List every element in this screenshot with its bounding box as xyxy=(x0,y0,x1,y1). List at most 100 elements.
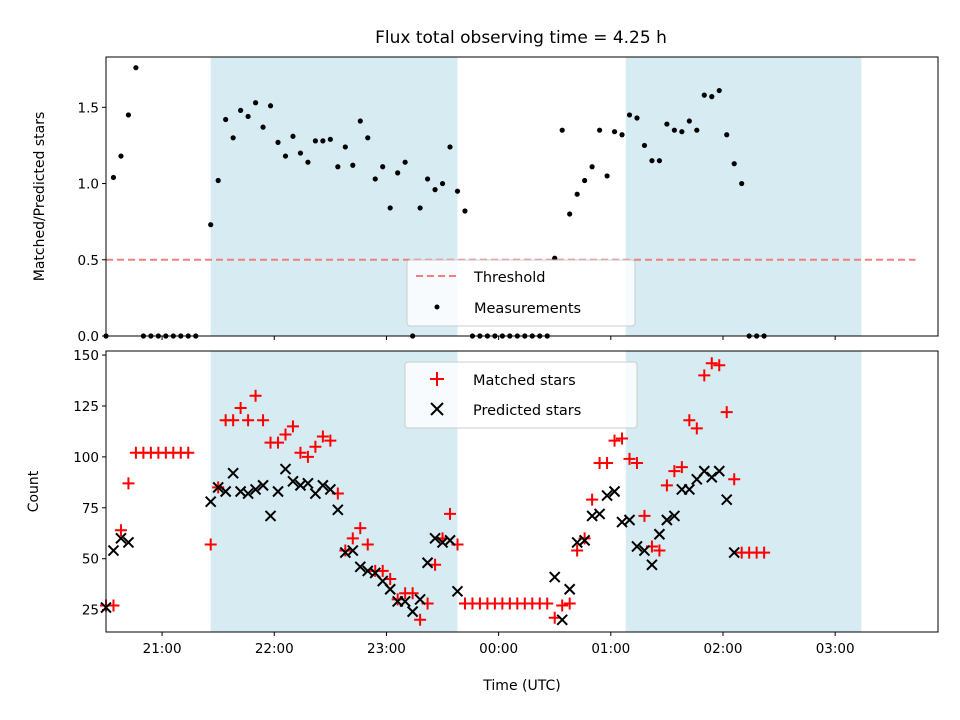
measurement-point xyxy=(320,138,326,144)
y-tick-label: 1.0 xyxy=(78,177,99,193)
predicted-point xyxy=(384,583,396,595)
y-tick-label: 125 xyxy=(73,399,99,415)
matched-point xyxy=(683,414,696,427)
matched-point xyxy=(361,538,374,551)
x-tick-label: 01:00 xyxy=(591,641,630,657)
top-plot-frame xyxy=(105,56,939,337)
measurement-point xyxy=(649,158,655,164)
threshold-legend-label: Threshold xyxy=(473,270,545,286)
measurement-point xyxy=(634,115,640,121)
matched-point xyxy=(324,434,337,447)
measurement-point xyxy=(267,103,274,109)
x-tick-label: 21:00 xyxy=(143,641,182,657)
measurement-point xyxy=(589,164,595,170)
matched-point xyxy=(294,446,307,459)
y-tick-label: 75 xyxy=(82,501,99,517)
x-tick-label: 23:00 xyxy=(367,641,406,657)
measurement-point xyxy=(238,107,244,113)
measurement-point xyxy=(357,118,363,124)
matched-point xyxy=(705,357,718,370)
matched-point xyxy=(698,369,711,382)
predicted-point xyxy=(399,595,411,608)
predicted-point xyxy=(631,540,643,553)
matched-point xyxy=(660,479,673,492)
measurement-point xyxy=(701,92,707,98)
predicted-legend-swatch xyxy=(430,402,444,416)
matched-point xyxy=(548,611,561,624)
shaded-range xyxy=(625,351,862,632)
predicted-point xyxy=(683,483,696,496)
measurement-point xyxy=(305,159,311,165)
matched-point xyxy=(690,422,703,435)
matched-point xyxy=(728,473,741,486)
predicted-point xyxy=(563,583,576,595)
bottom-legend-box xyxy=(404,361,638,429)
predicted-legend-label: Predicted stars xyxy=(473,403,581,419)
matched-point xyxy=(414,613,427,626)
measurement-point xyxy=(739,180,745,187)
measurement-point xyxy=(462,208,468,214)
measurement-point xyxy=(260,124,266,130)
predicted-point xyxy=(414,593,426,606)
bottom-shaded-ranges xyxy=(210,351,862,632)
y-tick-label: 100 xyxy=(73,450,99,466)
measurement-point xyxy=(694,127,700,133)
measurement-point xyxy=(686,118,692,124)
matched-point xyxy=(122,477,135,490)
predicted-point xyxy=(601,489,613,502)
measurement-point xyxy=(611,129,618,135)
measurement-point xyxy=(619,132,625,138)
measurement-point xyxy=(424,176,431,182)
predicted-point xyxy=(451,585,464,597)
predicted-point xyxy=(549,571,561,583)
predicted-point xyxy=(219,485,232,498)
predicted-point xyxy=(287,475,299,488)
matched-point xyxy=(586,493,599,506)
measurement-point xyxy=(417,205,423,211)
measurement-point xyxy=(208,222,214,228)
predicted-point xyxy=(302,477,314,490)
matched-point xyxy=(556,599,569,612)
matched-point xyxy=(249,389,262,402)
top-y-ticks: 0.0 0.5 1.0 1.5 xyxy=(78,100,106,345)
chart-title: Flux total observing time = 4.25 h xyxy=(375,28,667,48)
predicted-point xyxy=(406,605,419,618)
measurement-point xyxy=(245,113,251,120)
measurement-point xyxy=(724,132,730,138)
matched-point xyxy=(653,544,666,557)
measurement-point xyxy=(447,144,453,150)
measurement-point xyxy=(454,188,461,194)
matched-point xyxy=(668,465,681,478)
predicted-point xyxy=(332,504,344,516)
predicted-point xyxy=(661,514,673,526)
matched-point xyxy=(384,573,397,586)
y-tick-label: 25 xyxy=(82,603,99,619)
predicted-point xyxy=(444,534,456,547)
measurement-point xyxy=(656,158,663,164)
predicted-point xyxy=(107,544,120,557)
measurement-point xyxy=(395,170,401,176)
matched-point xyxy=(608,434,621,447)
matched-point xyxy=(571,544,584,557)
measurement-point xyxy=(327,136,333,142)
measurement-point xyxy=(604,173,610,179)
x-axis-label: Time (UTC) xyxy=(482,678,560,694)
measurement-point xyxy=(641,142,648,149)
measurement-point xyxy=(125,112,132,118)
measurement-point xyxy=(671,127,677,133)
predicted-point xyxy=(646,559,658,571)
measurements-legend-label: Measurements xyxy=(474,301,581,317)
predicted-point xyxy=(728,546,740,559)
matched-point xyxy=(227,414,240,427)
matched-point xyxy=(234,402,247,415)
matched-point xyxy=(316,430,329,443)
y-tick-label: 50 xyxy=(82,552,99,568)
bottom-y-ticks: 25 50 75 100 125 150 xyxy=(73,348,106,619)
measurement-point xyxy=(709,94,715,100)
measurement-point xyxy=(297,150,304,156)
count-points xyxy=(100,357,771,626)
measurement-point xyxy=(731,161,737,167)
measurement-point xyxy=(664,121,670,127)
measurement-point xyxy=(582,177,588,184)
